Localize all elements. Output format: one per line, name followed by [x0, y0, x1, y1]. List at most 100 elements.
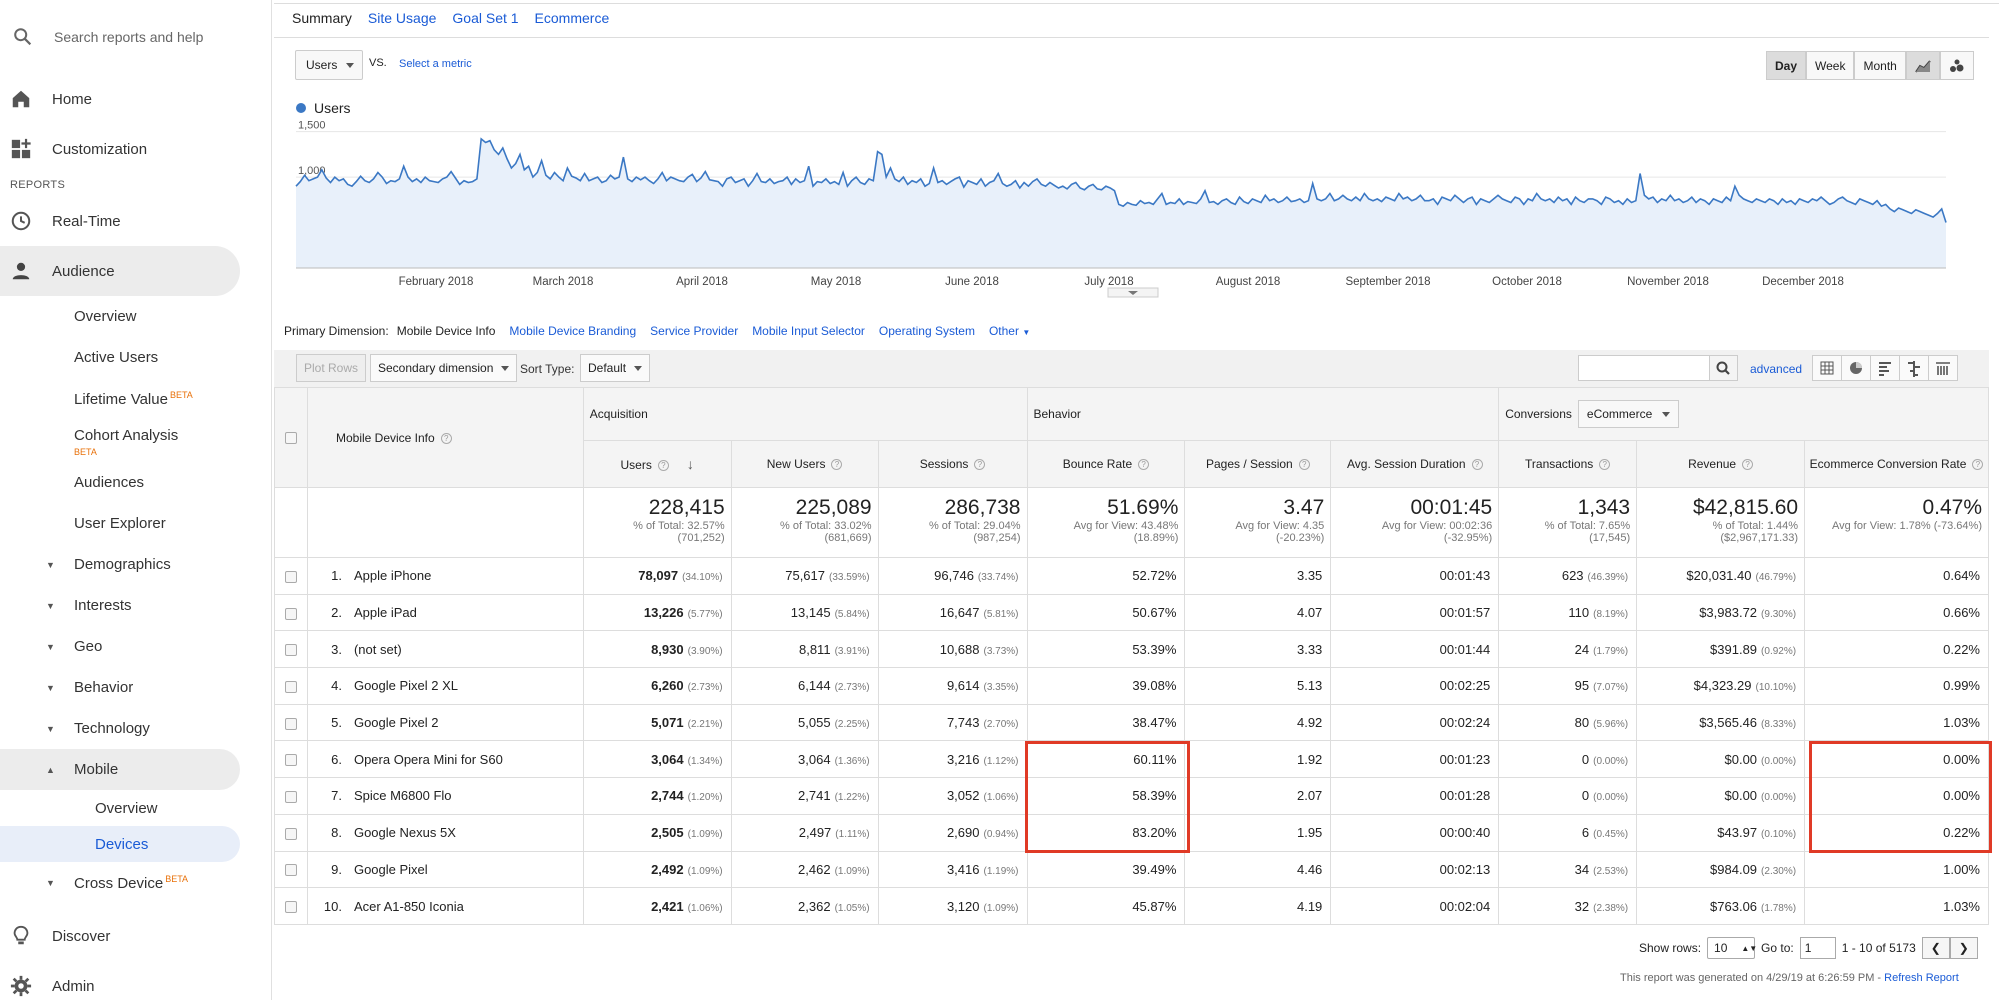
table-search-button[interactable] — [1709, 356, 1737, 380]
column-header[interactable]: Avg. Session Duration? — [1330, 440, 1500, 488]
device-name-link[interactable]: Spice M6800 Flo — [353, 788, 452, 804]
column-header[interactable]: Users? ↓ — [582, 440, 732, 488]
performance-view-button[interactable] — [1870, 355, 1900, 381]
nav-customization[interactable]: Customization — [0, 124, 271, 174]
row-checkbox[interactable] — [284, 680, 297, 693]
comparison-view-button[interactable] — [1899, 355, 1929, 381]
row-checkbox[interactable] — [284, 864, 297, 877]
row-checkbox[interactable] — [284, 901, 297, 914]
advanced-filter-link[interactable]: advanced — [1750, 362, 1803, 376]
pivot-view-button[interactable] — [1928, 355, 1958, 381]
row-checkbox[interactable] — [284, 607, 297, 620]
dim-mobile-device-branding[interactable]: Mobile Device Branding — [509, 324, 637, 338]
help-icon[interactable]: ? — [831, 459, 843, 471]
month-button[interactable]: Month — [1854, 51, 1906, 80]
refresh-report-link[interactable]: Refresh Report — [1884, 972, 1959, 984]
help-icon[interactable]: ? — [1298, 459, 1310, 471]
nav-discover[interactable]: Discover — [0, 911, 271, 961]
table-search-input[interactable] — [1578, 355, 1738, 381]
nav-realtime[interactable]: Real-Time — [0, 196, 271, 246]
row-checkbox[interactable] — [284, 570, 297, 583]
sidebar-item-cohort-analysis[interactable]: Cohort Analysis BETA — [0, 419, 271, 462]
device-name-link[interactable]: Google Pixel 2 — [353, 715, 439, 731]
tab-goal-set-1[interactable]: Goal Set 1 — [452, 10, 519, 26]
tab-ecommerce[interactable]: Ecommerce — [534, 10, 610, 26]
nav-admin[interactable]: Admin — [0, 961, 271, 1000]
row-index: 5. — [331, 715, 342, 731]
sidebar-item-cross-device[interactable]: ▼ Cross Device BETA — [0, 862, 271, 903]
help-icon[interactable]: ? — [1138, 459, 1150, 471]
sidebar-item-technology[interactable]: ▼ Technology — [0, 708, 271, 749]
device-name-link[interactable]: Opera Opera Mini for S60 — [353, 751, 503, 767]
help-icon[interactable]: ? — [1471, 459, 1483, 471]
sidebar-item-geo[interactable]: ▼ Geo — [0, 626, 271, 667]
conversion-type-dropdown[interactable]: eCommerce — [1577, 400, 1680, 428]
column-header[interactable]: Bounce Rate? — [1026, 440, 1186, 488]
nav-home[interactable]: Home — [0, 74, 271, 124]
metric-dropdown[interactable]: Users — [295, 50, 363, 80]
dim-mobile-input-selector[interactable]: Mobile Input Selector — [752, 324, 865, 338]
metric-value: 8,930 — [651, 641, 684, 657]
metric-value: 5,055 — [798, 715, 831, 731]
help-icon[interactable]: ? — [1972, 459, 1984, 471]
dim-operating-system[interactable]: Operating System — [878, 324, 975, 338]
device-name-link[interactable]: Google Pixel 2 XL — [353, 678, 459, 694]
row-checkbox[interactable] — [284, 754, 297, 767]
help-icon[interactable]: ? — [974, 459, 986, 471]
row-checkbox[interactable] — [284, 717, 297, 730]
sidebar-item-lifetime-value[interactable]: Lifetime Value BETA — [0, 378, 271, 419]
sidebar-item-user-explorer[interactable]: User Explorer — [0, 503, 271, 544]
sidebar-item-demographics[interactable]: ▼ Demographics — [0, 544, 271, 585]
device-name-link[interactable]: Google Pixel — [353, 861, 428, 877]
nav-audience[interactable]: Audience — [0, 246, 240, 296]
device-name-link[interactable]: Apple iPhone — [353, 568, 432, 584]
data-view-button[interactable] — [1812, 355, 1842, 381]
sidebar-item-devices[interactable]: Devices — [0, 826, 240, 862]
row-checkbox[interactable] — [284, 827, 297, 840]
sidebar-item-behavior[interactable]: ▼ Behavior — [0, 667, 271, 708]
metric-cell: 95 (7.07%) — [1498, 667, 1638, 705]
dimension-header[interactable]: Mobile Device Info? — [306, 387, 584, 488]
plot-rows-button[interactable]: Plot Rows — [296, 354, 367, 382]
sidebar-item-interests[interactable]: ▼ Interests — [0, 585, 271, 626]
help-icon[interactable]: ? — [657, 460, 669, 472]
tab-summary[interactable]: Summary — [292, 10, 352, 26]
column-header[interactable]: Revenue? — [1636, 440, 1806, 488]
row-checkbox[interactable] — [284, 644, 297, 657]
sidebar-item-mobile-overview[interactable]: Overview — [0, 790, 271, 826]
device-name-link[interactable]: (not set) — [353, 641, 402, 657]
sidebar-search[interactable]: Search reports and help — [0, 0, 271, 74]
device-name-link[interactable]: Acer A1-850 Iconia — [353, 898, 464, 914]
sidebar-item-overview[interactable]: Overview — [0, 296, 271, 337]
select-metric-link[interactable]: Select a metric — [399, 58, 472, 70]
sort-type-dropdown[interactable]: Default — [580, 354, 651, 382]
column-header[interactable]: Sessions? — [877, 440, 1028, 488]
column-header[interactable]: Ecommerce Conversion Rate? — [1804, 440, 1989, 488]
week-button[interactable]: Week — [1806, 51, 1855, 80]
sidebar-item-audiences[interactable]: Audiences — [0, 462, 271, 503]
column-header[interactable]: New Users? — [730, 440, 879, 488]
percentage-view-button[interactable] — [1841, 355, 1871, 381]
device-name-link[interactable]: Google Nexus 5X — [353, 825, 456, 841]
dim-other-dropdown[interactable]: Other ▼ — [989, 324, 1030, 338]
motion-chart-button[interactable] — [1940, 51, 1974, 80]
goto-input[interactable]: 1 — [1799, 937, 1836, 959]
help-icon[interactable]: ? — [440, 432, 452, 444]
device-name-link[interactable]: Apple iPad — [353, 605, 417, 621]
row-checkbox[interactable] — [284, 791, 297, 804]
column-header[interactable]: Transactions? — [1498, 440, 1638, 488]
line-chart-button[interactable] — [1906, 51, 1940, 80]
next-page-button[interactable]: ❯ — [1949, 937, 1978, 959]
help-icon[interactable]: ? — [1599, 459, 1611, 471]
select-all-checkbox[interactable] — [284, 432, 297, 445]
sidebar-item-mobile[interactable]: ▲ Mobile — [0, 749, 240, 790]
dim-service-provider[interactable]: Service Provider — [650, 324, 739, 338]
help-icon[interactable]: ? — [1742, 459, 1754, 471]
sidebar-item-active-users[interactable]: Active Users — [0, 337, 271, 378]
tab-site-usage[interactable]: Site Usage — [367, 10, 437, 26]
day-button[interactable]: Day — [1766, 51, 1807, 80]
prev-page-button[interactable]: ❮ — [1921, 937, 1950, 959]
secondary-dimension-dropdown[interactable]: Secondary dimension — [370, 354, 518, 382]
show-rows-select[interactable]: 10 ▲▼ — [1707, 937, 1757, 959]
column-header[interactable]: Pages / Session? — [1184, 440, 1332, 488]
